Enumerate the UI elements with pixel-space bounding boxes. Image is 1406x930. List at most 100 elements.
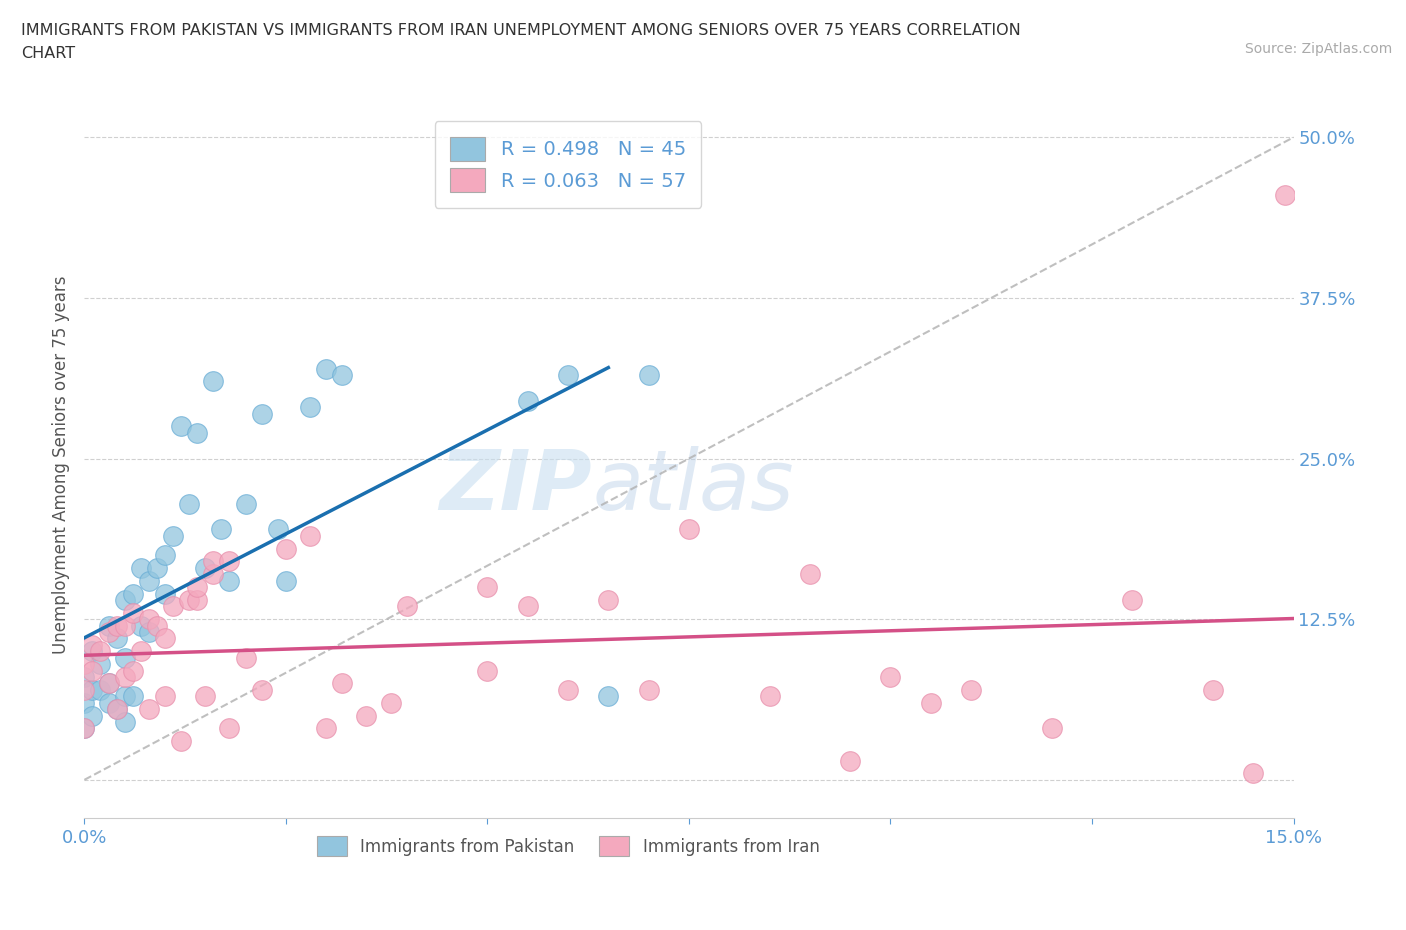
Point (73, 657, 96, 671)
Point (153, 631, 176, 646)
Point (209, 522, 232, 537)
Point (121, 605, 143, 620)
Point (758, 689, 780, 704)
Point (516, 393, 538, 408)
Point (598, 689, 620, 704)
Point (194, 561, 217, 576)
Point (380, 696, 402, 711)
Point (153, 548, 176, 563)
Point (179, 496, 201, 511)
Point (186, 579, 208, 594)
Point (1202, 683, 1225, 698)
Point (1121, 592, 1143, 607)
Text: ZIP: ZIP (440, 445, 592, 526)
Point (114, 670, 136, 684)
Point (114, 689, 136, 704)
Point (89, 683, 111, 698)
Point (114, 618, 136, 633)
Point (138, 573, 160, 588)
Point (105, 702, 128, 717)
Point (153, 586, 176, 601)
Point (299, 400, 322, 415)
Point (73, 721, 96, 736)
Text: Source: ZipAtlas.com: Source: ZipAtlas.com (1244, 42, 1392, 56)
Point (557, 367, 579, 382)
Y-axis label: Unemployment Among Seniors over 75 years: Unemployment Among Seniors over 75 years (52, 276, 70, 654)
Point (162, 599, 184, 614)
Point (89, 657, 111, 671)
Point (879, 670, 901, 684)
Point (799, 566, 821, 581)
Point (839, 753, 862, 768)
Text: IMMIGRANTS FROM PAKISTAN VS IMMIGRANTS FROM IRAN UNEMPLOYMENT AMONG SENIORS OVER: IMMIGRANTS FROM PAKISTAN VS IMMIGRANTS F… (21, 23, 1021, 38)
Point (202, 566, 225, 581)
Point (153, 689, 176, 704)
Point (477, 663, 499, 678)
Point (162, 528, 184, 543)
Point (315, 721, 337, 736)
Point (395, 599, 418, 614)
Point (129, 618, 152, 633)
Point (678, 522, 700, 537)
Point (146, 618, 169, 633)
Point (105, 618, 128, 633)
Point (274, 573, 297, 588)
Point (73, 721, 96, 736)
Point (1040, 721, 1063, 736)
Point (73, 683, 96, 698)
Point (299, 528, 322, 543)
Point (637, 683, 659, 698)
Point (960, 683, 983, 698)
Point (121, 663, 143, 678)
Point (637, 367, 659, 382)
Point (920, 696, 942, 711)
Point (97, 676, 120, 691)
Text: atlas: atlas (592, 445, 794, 526)
Point (274, 541, 297, 556)
Point (557, 683, 579, 698)
Point (105, 631, 128, 646)
Point (315, 361, 337, 376)
Point (97, 676, 120, 691)
Point (114, 650, 136, 665)
Point (235, 496, 257, 511)
Point (202, 374, 225, 389)
Point (330, 367, 353, 382)
Point (218, 573, 240, 588)
Point (82, 708, 104, 723)
Point (250, 406, 273, 421)
Point (250, 683, 273, 698)
Point (82, 637, 104, 652)
Point (186, 592, 208, 607)
Point (82, 663, 104, 678)
Point (1274, 188, 1296, 203)
Point (121, 586, 143, 601)
Point (82, 683, 104, 698)
Point (477, 579, 499, 594)
Point (267, 522, 290, 537)
Text: CHART: CHART (21, 46, 75, 61)
Point (105, 702, 128, 717)
Point (129, 561, 152, 576)
Point (330, 676, 353, 691)
Point (218, 721, 240, 736)
Point (179, 592, 201, 607)
Point (218, 554, 240, 569)
Point (194, 689, 217, 704)
Point (97, 618, 120, 633)
Point (1241, 766, 1264, 781)
Point (114, 592, 136, 607)
Point (186, 425, 208, 440)
Point (138, 625, 160, 640)
Point (170, 419, 193, 434)
Point (129, 644, 152, 658)
Point (235, 650, 257, 665)
Point (82, 644, 104, 658)
Point (146, 561, 169, 576)
Point (121, 689, 143, 704)
Point (138, 702, 160, 717)
Point (114, 714, 136, 729)
Point (356, 708, 378, 723)
Point (516, 599, 538, 614)
Point (138, 612, 160, 627)
